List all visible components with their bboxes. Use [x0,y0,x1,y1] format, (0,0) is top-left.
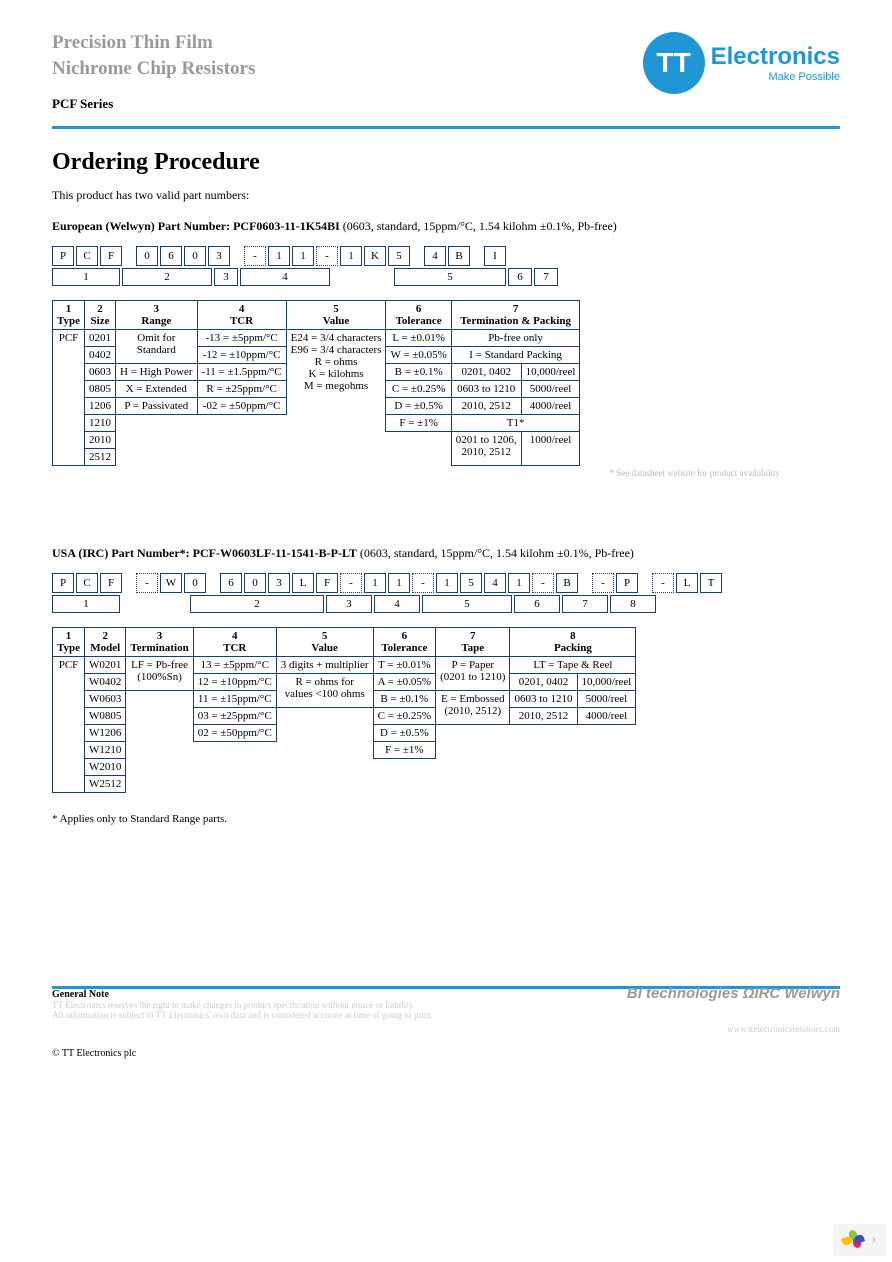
char-box: 6 [160,246,182,266]
num-box: 8 [610,595,656,613]
footer-brands: BI technologies ΩIRC Welwyn [627,985,840,1002]
char-box: C [76,246,98,266]
char-box [124,573,134,591]
char-box: I [484,246,506,266]
num-box: 6 [508,268,532,286]
us-table: 1 Type2 Model3 Termination4 TCR5 Value6 … [52,627,636,793]
num-box: 3 [214,268,238,286]
num-box: 5 [422,595,512,613]
footer-url: www.ttelectronicsresistors.com [52,1024,840,1034]
char-box: - [244,246,266,266]
char-box: - [532,573,554,593]
char-box [124,246,134,264]
num-box: 4 [374,595,420,613]
char-box: P [616,573,638,593]
char-box: 5 [388,246,410,266]
eu-num-boxes: 1234 567 [52,268,840,286]
char-box: - [316,246,338,266]
char-box [640,573,650,591]
char-box: P [52,246,74,266]
char-box: 1 [364,573,386,593]
char-box: L [292,573,314,593]
char-box: - [652,573,674,593]
char-box: 5 [460,573,482,593]
char-box: 3 [208,246,230,266]
char-box [232,246,242,264]
num-box: 2 [122,268,212,286]
char-box: 1 [292,246,314,266]
copyright: © TT Electronics plc [52,1048,840,1059]
char-box: 0 [184,246,206,266]
num-box: 6 [514,595,560,613]
char-box: 6 [220,573,242,593]
char-box: 4 [484,573,506,593]
num-box [122,595,188,611]
eu-char-boxes: PCF0603-11-1K54BI [52,246,840,266]
char-box: 1 [340,246,362,266]
num-box: 7 [562,595,608,613]
char-box: 1 [268,246,290,266]
eu-part-label: European (Welwyn) Part Number: PCF0603-1… [52,219,840,234]
num-box: 3 [326,595,372,613]
eu-table-note: * See datasheet website for product avai… [52,468,780,478]
flower-icon [843,1230,863,1250]
num-box: 5 [394,268,506,286]
char-box: 3 [268,573,290,593]
char-box: K [364,246,386,266]
char-box [208,573,218,591]
num-box: 1 [52,595,120,613]
header-rule [52,126,840,129]
char-box: 0 [244,573,266,593]
eu-table: 1 Type2 Size3 Range4 TCR5 Value6 Toleran… [52,300,580,466]
char-box [472,246,482,264]
char-box: - [136,573,158,593]
char-box: 1 [508,573,530,593]
char-box: 1 [436,573,458,593]
page-indicator[interactable]: › [833,1224,886,1256]
chevron-right-icon[interactable]: › [871,1232,876,1248]
logo-text: Electronics [711,43,840,71]
logo: TT Electronics Make Possible [643,32,840,94]
char-box: 0 [136,246,158,266]
char-box: - [592,573,614,593]
char-box: T [700,573,722,593]
char-box: F [100,573,122,593]
us-part-label: USA (IRC) Part Number*: PCF-W0603LF-11-1… [52,546,840,561]
footnote: * Applies only to Standard Range parts. [52,813,840,825]
char-box: L [676,573,698,593]
num-box: 2 [190,595,324,613]
us-char-boxes: PCF-W0603LF-11-1541-B-P-LT [52,573,840,593]
header-title-1: Precision Thin Film [52,32,255,54]
logo-subtext: Make Possible [711,71,840,83]
char-box [412,246,422,264]
char-box: W [160,573,182,593]
num-box [332,268,392,284]
char-box: 4 [424,246,446,266]
char-box: C [76,573,98,593]
char-box: F [316,573,338,593]
num-box: 7 [534,268,558,286]
char-box [580,573,590,591]
char-box: F [100,246,122,266]
char-box: B [448,246,470,266]
char-box: 1 [388,573,410,593]
char-box: B [556,573,578,593]
char-box: - [412,573,434,593]
char-box: P [52,573,74,593]
intro-text: This product has two valid part numbers: [52,188,840,203]
us-num-boxes: 1 2345678 [52,595,840,613]
footer-text-2: All information is subject to TT Electro… [52,1010,840,1020]
num-box: 1 [52,268,120,286]
header-title-2: Nichrome Chip Resistors [52,58,255,80]
char-box: - [340,573,362,593]
logo-icon: TT [643,32,705,94]
section-heading: Ordering Procedure [52,149,840,176]
num-box: 4 [240,268,330,286]
char-box: 0 [184,573,206,593]
series-label: PCF Series [52,96,255,112]
